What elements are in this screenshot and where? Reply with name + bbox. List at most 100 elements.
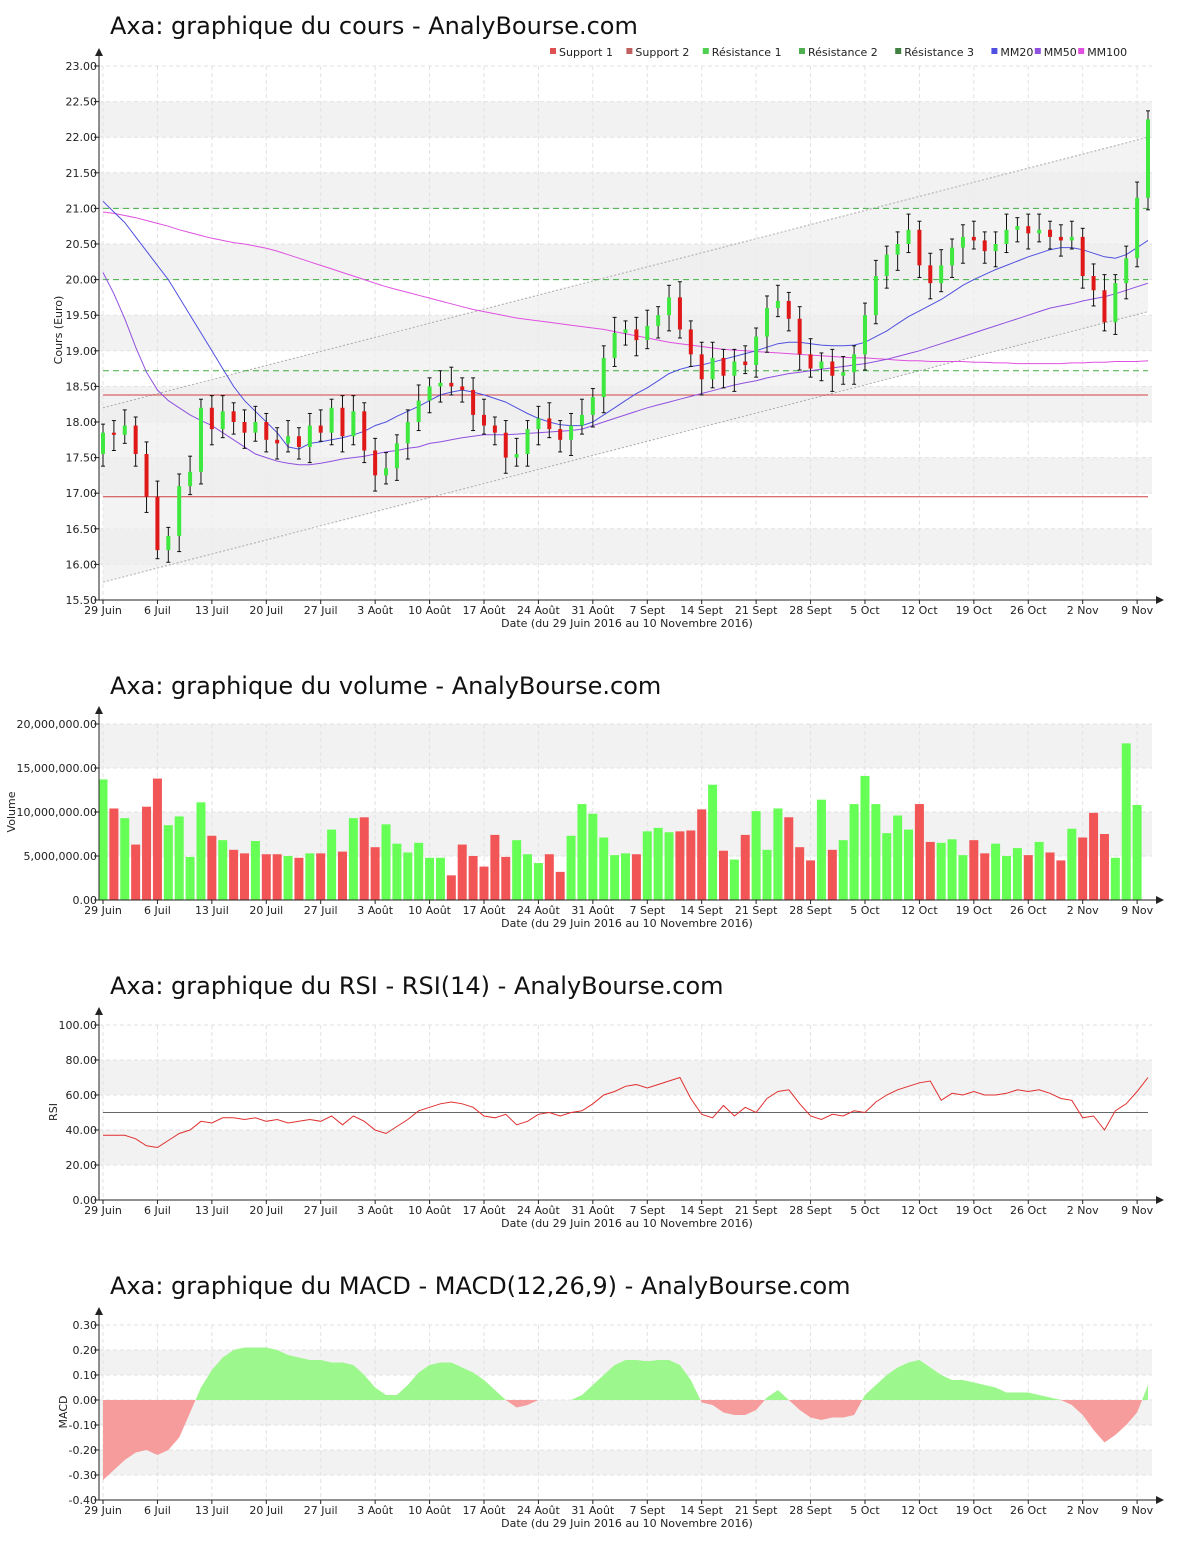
x-axis-arrow <box>1156 1196 1164 1204</box>
volume-bar <box>751 811 761 900</box>
volume-bar <box>642 831 652 900</box>
volume-bar <box>577 804 587 900</box>
volume-bar <box>1056 860 1066 900</box>
price-y-axis: 15.50 16.00 16.50 17.00 17.50 18.00 18.50 19.00… <box>66 48 103 607</box>
candle-body <box>492 425 497 433</box>
macd-x-axis: 29 Juin 6 Juil 13 Juil 20 Juil 27 Juil 3 Août… <box>84 1496 1164 1517</box>
volume-bar <box>174 816 184 900</box>
volume-bar <box>718 850 728 900</box>
candle-body <box>460 386 465 390</box>
volume-bar <box>479 866 489 900</box>
candle-body <box>188 471 193 487</box>
y-axis-arrow <box>95 1007 103 1015</box>
x-tick-label: 17 Août <box>463 904 507 917</box>
price-plot-area <box>99 65 1152 601</box>
volume-bar <box>849 804 859 900</box>
candle-body <box>873 276 878 316</box>
volume-bar <box>490 834 500 900</box>
price-legend: Support 1 Support 2 Résistance 1 Résistance… <box>550 46 1127 59</box>
x-tick-label: 10 Août <box>408 904 452 917</box>
volume-chart: Axa: graphique du volume - AnalyBourse.c… <box>5 672 1164 930</box>
candle-body <box>721 357 726 376</box>
volume-bar <box>196 802 206 900</box>
grid-band <box>99 1400 1152 1425</box>
legend-label: MM20 <box>1000 46 1033 59</box>
legend-swatch <box>895 48 902 54</box>
price-x-label: Date (du 29 Juin 2016 au 10 Novembre 201… <box>501 617 753 630</box>
legend-swatch <box>550 48 556 54</box>
candle-body <box>950 247 955 266</box>
x-tick-label: 19 Oct <box>956 904 993 917</box>
ma50-line <box>102 272 1149 466</box>
legend-label: Résistance 3 <box>904 46 974 59</box>
macd-negative-area <box>103 1400 196 1480</box>
y-tick-label: -0.20 <box>69 1444 97 1457</box>
candle-body <box>710 357 715 380</box>
rsi-x-label: Date (du 29 Juin 2016 au 10 Novembre 201… <box>501 1217 753 1230</box>
volume-bar <box>860 775 870 900</box>
legend-label: MM100 <box>1087 46 1127 59</box>
volume-bar <box>599 837 609 900</box>
x-tick-label: 29 Juin <box>84 604 122 617</box>
volume-bar <box>523 854 533 900</box>
volume-bar <box>784 817 794 900</box>
candle-body <box>819 361 824 369</box>
volume-bar <box>1034 841 1044 900</box>
x-tick-label: 13 Juil <box>195 604 229 617</box>
volume-bar <box>359 817 369 900</box>
x-tick-label: 29 Juin <box>84 904 122 917</box>
volume-bar <box>544 854 554 900</box>
candle-body <box>1048 229 1053 237</box>
candle-body <box>765 308 770 337</box>
volume-y-axis: 0.00 5,000,000.00 10,000,000.00 15,000,000.… <box>17 706 103 907</box>
x-tick-label: 13 Juil <box>195 1504 229 1517</box>
candle-body <box>634 329 639 341</box>
candle-body <box>645 325 650 341</box>
volume-bar <box>882 833 892 900</box>
x-tick-label: 7 Sept <box>629 1504 665 1517</box>
legend-swatch <box>799 48 805 54</box>
candle-body <box>558 429 563 440</box>
x-tick-label: 17 Août <box>463 1204 507 1217</box>
volume-bar <box>686 830 696 900</box>
y-tick-label: 60.00 <box>66 1089 98 1102</box>
volume-plot-area <box>98 723 1152 901</box>
candle-body <box>220 411 225 430</box>
candle-body <box>449 382 454 387</box>
y-tick-label: 17.00 <box>66 487 98 500</box>
volume-bar <box>1001 856 1011 900</box>
rsi-chart: Axa: graphique du RSI - RSI(14) - AnalyB… <box>47 972 1164 1230</box>
candle-body <box>144 454 149 497</box>
candle-body <box>307 425 312 447</box>
x-tick-label: 7 Sept <box>629 604 665 617</box>
candle-body <box>198 407 203 472</box>
x-tick-label: 31 Août <box>571 1504 615 1517</box>
candle-body <box>122 425 127 435</box>
volume-bar <box>457 844 467 900</box>
macd-chart: Axa: graphique du MACD - MACD(12,26,9) -… <box>57 1272 1164 1530</box>
volume-bar <box>1078 837 1088 900</box>
price-chart: Axa: graphique du cours - AnalyBourse.co… <box>52 12 1164 630</box>
volume-bar <box>120 818 130 900</box>
volume-bar <box>664 832 674 900</box>
volume-chart-title: Axa: graphique du volume - AnalyBourse.c… <box>110 672 661 700</box>
x-tick-label: 29 Juin <box>84 1204 122 1217</box>
volume-bar <box>294 857 304 900</box>
legend-label: Support 2 <box>635 46 689 59</box>
x-tick-label: 14 Sept <box>680 1504 723 1517</box>
volume-bar <box>131 844 141 900</box>
candle-body <box>579 414 584 426</box>
x-tick-label: 19 Oct <box>956 1504 993 1517</box>
volume-bar <box>795 847 805 900</box>
x-tick-label: 27 Juil <box>304 1204 338 1217</box>
candle-body <box>590 397 595 415</box>
candle-body <box>111 432 116 435</box>
x-tick-label: 6 Juil <box>144 1204 171 1217</box>
macd-y-label: MACD <box>57 1396 70 1429</box>
y-tick-label: 0.30 <box>73 1319 98 1332</box>
candle-body <box>732 361 737 376</box>
volume-bar <box>653 827 663 900</box>
price-x-axis: 29 Juin 6 Juil 13 Juil 20 Juil 27 Juil 3 Août… <box>84 596 1164 617</box>
volume-bar <box>936 842 946 900</box>
volume-bar <box>142 806 152 900</box>
